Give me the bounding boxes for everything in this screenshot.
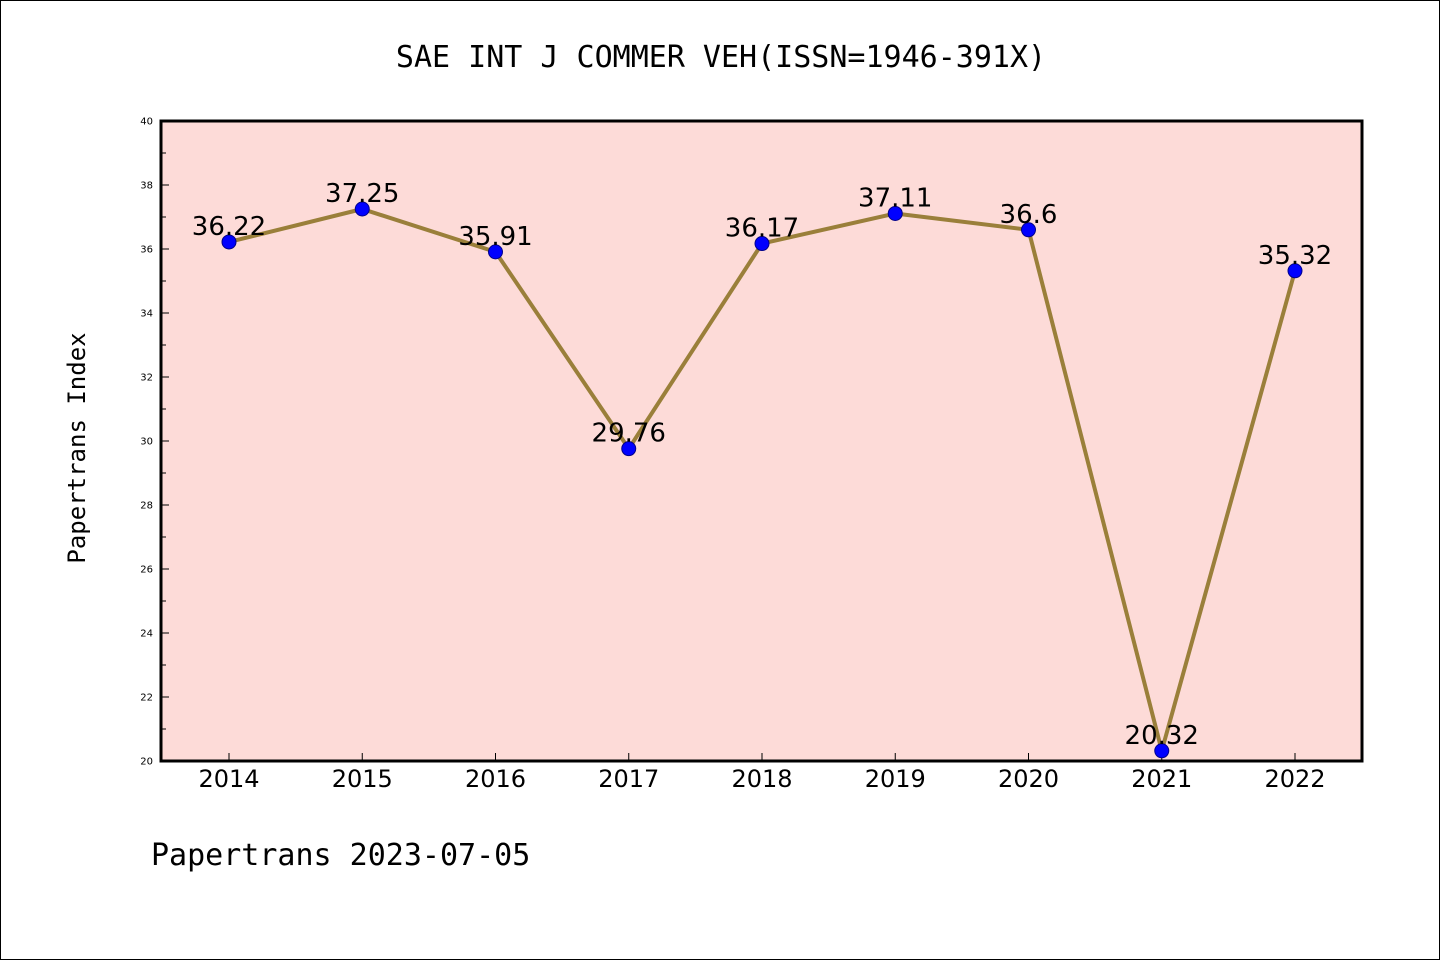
data-label: 37.11 [858, 183, 932, 213]
data-label: 20.32 [1125, 721, 1199, 751]
y-tick-label: 22 [140, 693, 153, 704]
data-label: 29.76 [592, 419, 666, 449]
x-tick-label: 2020 [998, 765, 1059, 793]
x-tick-label: 2015 [332, 765, 393, 793]
x-tick-label: 2019 [865, 765, 926, 793]
data-point [887, 205, 903, 221]
x-tick-label: 2017 [598, 765, 659, 793]
y-tick-label: 38 [140, 181, 153, 192]
x-tick-label: 2018 [731, 765, 792, 793]
x-axis: 2014 2015 2016 2017 2018 2019 2020 2021 2022 [198, 753, 1326, 793]
data-point [621, 441, 637, 457]
data-point [354, 201, 370, 217]
footer-credit: Papertrans 2023-07-05 [151, 838, 530, 873]
data-label: 35.32 [1258, 241, 1332, 271]
data-label: 36.17 [725, 214, 799, 244]
data-markers [221, 201, 1303, 759]
y-tick-label: 26 [140, 565, 153, 576]
data-point [1287, 263, 1303, 279]
data-label: 36.22 [192, 212, 266, 242]
y-tick-label: 34 [140, 309, 153, 320]
y-tick-label: 32 [140, 373, 153, 384]
x-tick-label: 2022 [1264, 765, 1325, 793]
data-labels: 36.22 37.25 35.91 29.76 36.17 37.11 36.6 20.32 3… [192, 179, 1332, 751]
y-tick-label: 36 [140, 245, 153, 256]
x-tick-label: 2014 [198, 765, 259, 793]
x-tick-label: 2016 [465, 765, 526, 793]
data-label: 37.25 [325, 179, 399, 209]
y-tick-label: 20 [140, 757, 153, 768]
x-tick-label: 2021 [1131, 765, 1192, 793]
plot-frame [159, 119, 1364, 763]
data-point [221, 234, 237, 250]
data-point [1154, 743, 1170, 759]
data-label: 36.6 [1000, 200, 1058, 230]
y-tick-label: 30 [140, 437, 153, 448]
y-axis-label: Papertrans Index [63, 332, 91, 563]
y-tick-label: 28 [140, 501, 153, 512]
data-point [1021, 222, 1036, 238]
data-point [488, 244, 503, 260]
data-label: 35.91 [458, 222, 532, 252]
data-point [754, 236, 770, 252]
plot-area [161, 121, 1362, 761]
y-tick-label: 24 [140, 629, 153, 640]
y-tick-label: 40 [140, 117, 153, 128]
chart-title: SAE INT J COMMER VEH(ISSN=1946-391X) [396, 40, 1046, 75]
